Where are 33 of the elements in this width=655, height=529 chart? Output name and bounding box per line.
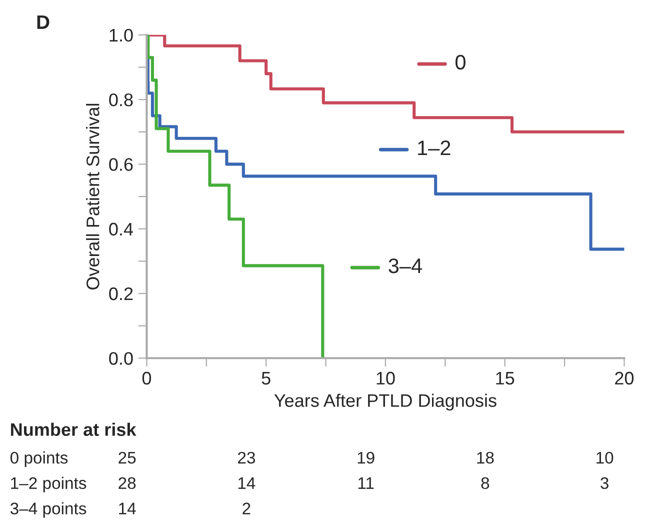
text: D	[37, 15, 50, 29]
x-tick-label: 20	[615, 372, 634, 385]
x-tick-label: 10	[376, 372, 395, 385]
y-tick-label: 0.2	[109, 287, 133, 300]
text: 10	[596, 452, 614, 464]
text: Number at risk	[11, 422, 136, 436]
text: 23	[238, 452, 255, 464]
text: 18	[477, 452, 494, 464]
text: 28	[118, 477, 136, 490]
text: 25	[118, 452, 136, 464]
y-tick-label: 1.0	[110, 28, 133, 42]
x-axis-title: Years After PTLD Diagnosis	[274, 394, 496, 411]
x-tick-label: 5	[262, 372, 270, 385]
text: 2	[242, 502, 250, 514]
y-tick-label: 0.8	[109, 93, 133, 106]
x-tick-label: 15	[496, 372, 514, 385]
text: 3–4 points	[10, 502, 86, 518]
y-axis-title: Overall Patient Survival	[86, 104, 100, 290]
y-tick-label: 0.4	[109, 222, 133, 236]
legend-label: 0	[456, 54, 466, 70]
text: 11	[358, 477, 374, 489]
text: 0 points	[10, 451, 68, 467]
x-tick-label: 0	[142, 372, 152, 385]
text: 14	[119, 502, 136, 514]
legend-label: 3–4	[388, 258, 422, 274]
text: 19	[358, 452, 374, 464]
y-tick-label: 0.6	[109, 158, 133, 171]
y-tick-label: 0.0	[109, 352, 133, 365]
text: 3	[600, 477, 608, 490]
text: 1–2 points	[11, 476, 86, 492]
text: 14	[238, 477, 256, 489]
legend-label: 1–2	[418, 140, 450, 156]
text: 8	[481, 477, 490, 490]
